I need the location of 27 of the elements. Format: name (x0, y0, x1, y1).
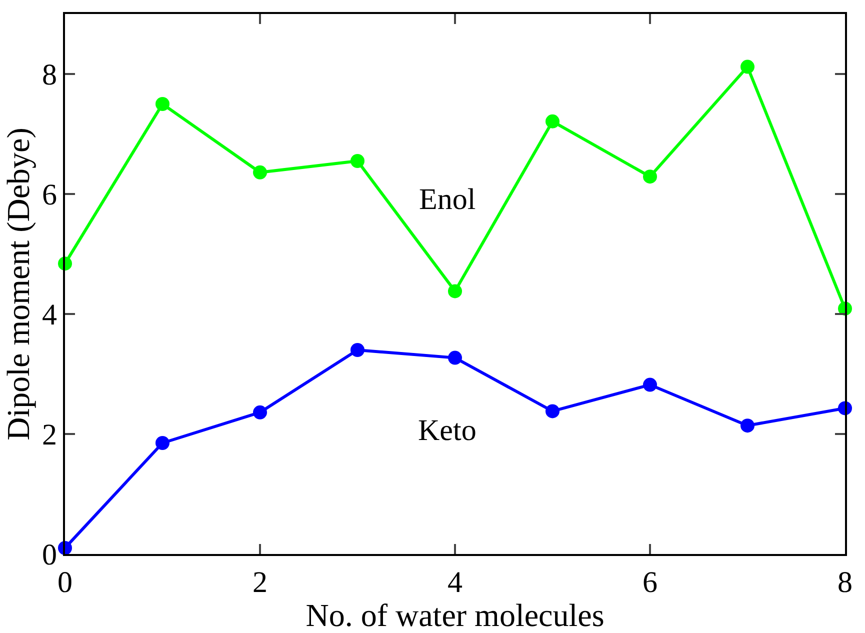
x-tick-label: 6 (642, 566, 658, 599)
point (253, 165, 267, 180)
point (546, 404, 560, 418)
y-tick-label: 6 (42, 178, 57, 212)
point (740, 418, 754, 433)
annotation: Enol (419, 183, 476, 216)
x-axis-title: No. of water molecules (306, 597, 604, 633)
x-tick-label: 8 (838, 566, 852, 599)
point (156, 436, 170, 450)
point (156, 97, 170, 111)
x-tick-label: 2 (252, 566, 268, 599)
point (643, 170, 657, 184)
point (448, 350, 462, 365)
y-axis-title: Dipole moment (Debye) (0, 128, 36, 440)
y-tick-label: 8 (42, 58, 57, 92)
annotation: Keto (418, 414, 476, 447)
point (643, 378, 657, 392)
point (350, 343, 364, 357)
y-tick-label: 2 (42, 418, 57, 452)
point (740, 60, 754, 74)
y-tick-label: 0 (42, 538, 57, 572)
point (546, 114, 560, 128)
y-tick-label: 4 (42, 298, 57, 332)
x-tick-label: 4 (448, 566, 462, 599)
point (350, 154, 364, 168)
point (253, 405, 267, 420)
point (448, 284, 462, 298)
